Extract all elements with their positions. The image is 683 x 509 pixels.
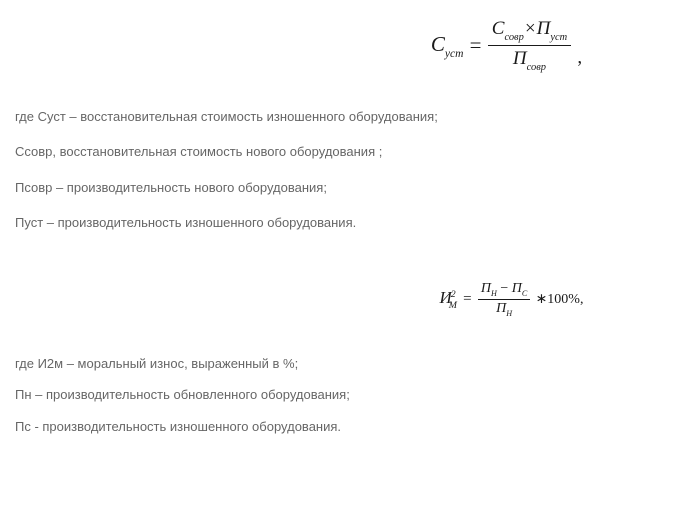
f1-den-sub: совр [527,62,546,73]
f1-den-var: П [513,48,527,69]
formula2-lhs: И2М [440,285,457,313]
definition-ps: Пс - производительность изношенного обор… [15,417,668,437]
formula2-denominator: ПН [478,300,530,318]
f1-num-sub1: совр [504,32,523,43]
f1-times: × [524,18,537,39]
definition-i2m: где И2м – моральный износ, выраженный в … [15,354,668,374]
formula2-tail: ∗100%, [536,289,584,310]
formula1-lhs: Cуст [431,29,464,63]
f2-minus: − [500,281,508,296]
f2-num-var2: П [512,281,522,296]
formula-1: Cуст = Cсовр×Пуст Псовр , [345,18,668,73]
f1-lhs-var: C [431,32,445,56]
formula1-numerator: Cсовр×Пуст [488,18,571,46]
f2-num-var1: П [481,281,491,296]
formula1-eq: = [470,30,482,62]
formula1-fraction: Cсовр×Пуст Псовр [488,18,571,73]
f1-num-var2: П [537,18,551,39]
f1-num-sub2: уст [550,32,567,43]
f1-lhs-sub: уст [445,48,464,60]
formula2-numerator: ПН − ПС [478,281,530,300]
f2-num-sub1: Н [491,288,497,297]
definition-psovr: Псовр – производительность нового оборуд… [15,178,668,198]
f2-den-sub: Н [506,309,512,318]
f2-lhs-sub: М [449,300,457,311]
formula-2: И2М = ПН − ПС ПН ∗100%, [355,281,668,318]
definition-pn: Пн – производительность обновленного обо… [15,385,668,405]
formula2-eq: = [463,288,471,311]
f2-den-var: П [496,301,506,316]
f2-lhs-sup: 2 [451,289,456,300]
definition-cust: где Суст – восстановительная стоимость и… [15,107,668,127]
formula1-denominator: Псовр [488,46,571,73]
formula1-trailing: , [577,44,582,73]
f2-num-sub2: С [522,288,527,297]
f1-num-var1: C [492,18,505,39]
definition-pust: Пуст – производительность изношенного об… [15,213,668,233]
definition-csovr: Ссовр, восстановительная стоимость новог… [15,142,668,162]
formula2-fraction: ПН − ПС ПН [478,281,530,318]
f2-tail-text: ∗100%, [536,292,584,307]
